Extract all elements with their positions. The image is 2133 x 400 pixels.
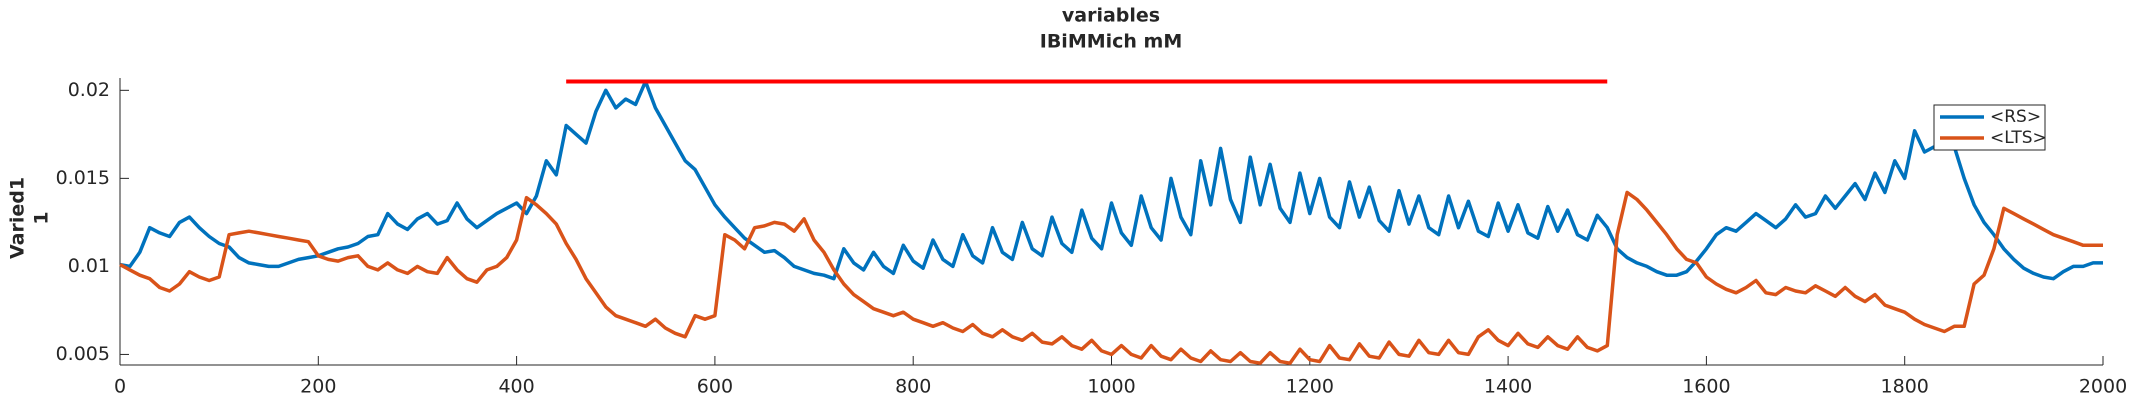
x-tick-label: 200: [300, 376, 336, 398]
x-tick-label: 600: [697, 376, 733, 398]
x-tick-label: 1600: [1682, 376, 1730, 398]
y-axis-label: 1: [31, 211, 53, 224]
legend-label: <LTS>: [1990, 128, 2047, 148]
y-tick-label: 0.015: [56, 167, 110, 189]
x-tick-label: 1000: [1087, 376, 1135, 398]
series-line: [119, 190, 2103, 365]
y-tick-label: 0.005: [56, 343, 110, 365]
x-tick-label: 800: [895, 376, 931, 398]
x-tick-label: 1400: [1484, 376, 1532, 398]
x-tick-label: 2000: [2079, 376, 2127, 398]
legend-box: [1933, 104, 2046, 151]
x-tick-label: 1200: [1286, 376, 1334, 398]
legend-label: <RS>: [1990, 107, 2041, 127]
x-tick-label: 1800: [1881, 376, 1929, 398]
series-line: [119, 79, 2103, 281]
chart-subtitle: IBiMMich mM: [1040, 31, 1183, 53]
y-tick-label: 0.01: [68, 255, 110, 277]
chart-title: variables: [1062, 5, 1160, 27]
x-tick-label: 400: [498, 376, 534, 398]
x-tick-label: 0: [114, 376, 126, 398]
y-tick-label: 0.02: [68, 79, 110, 101]
y-axis-label: Varied1: [7, 177, 29, 259]
